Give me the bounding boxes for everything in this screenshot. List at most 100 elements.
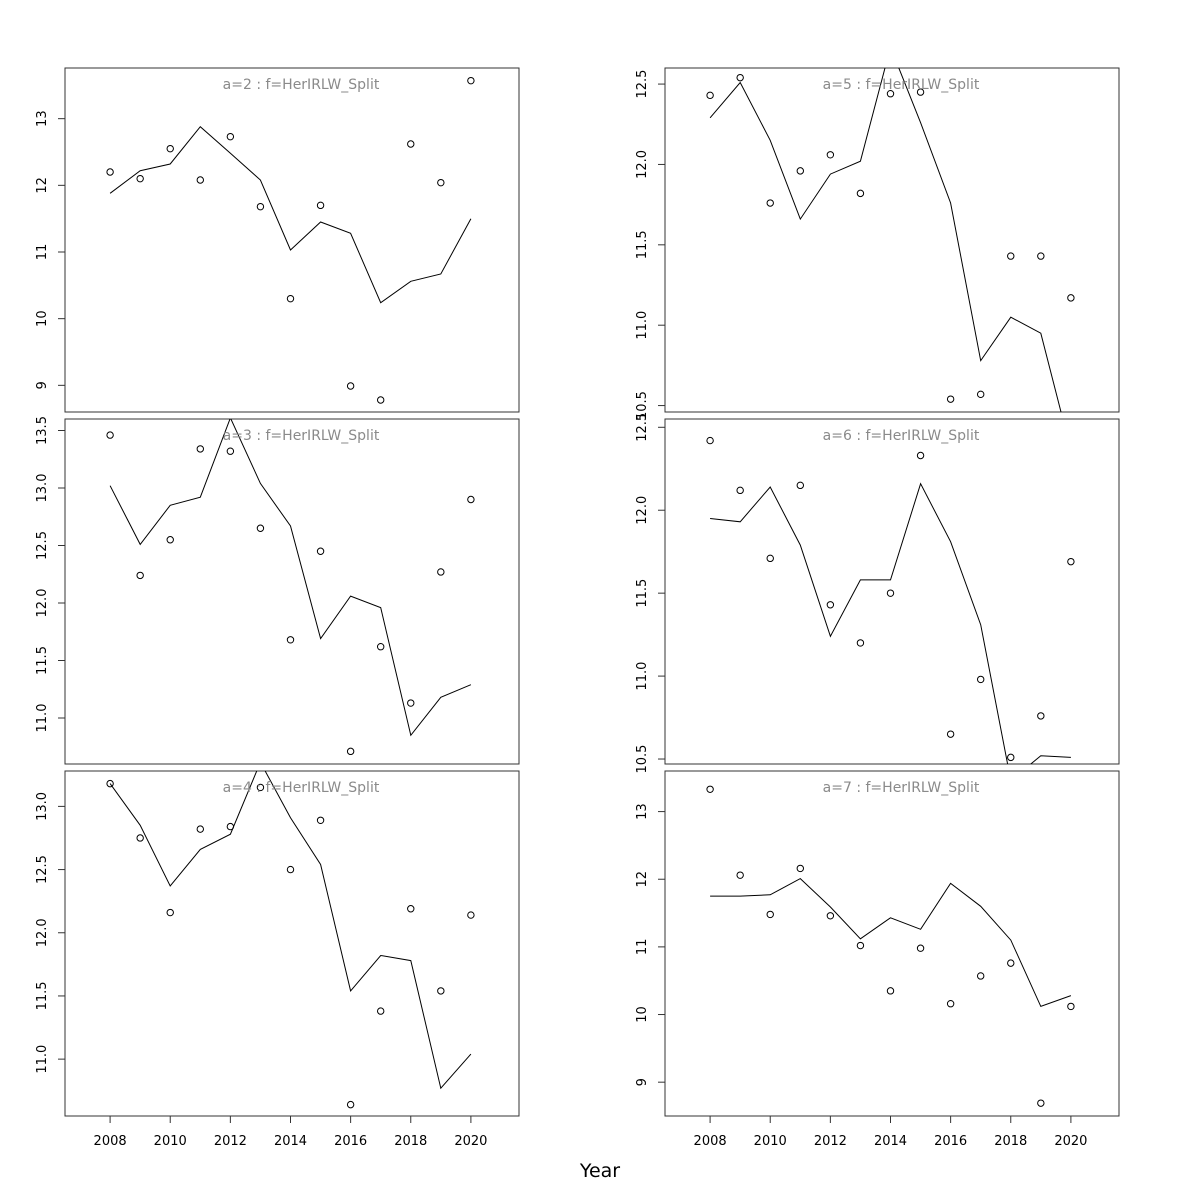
y-tick-label: 11.0 (635, 662, 650, 691)
x-tick-label: 2020 (1054, 1134, 1087, 1149)
observed-point (1037, 252, 1045, 260)
observed-point (376, 643, 385, 651)
observed-point (286, 294, 295, 303)
observed-point (886, 90, 895, 98)
observed-point (316, 816, 325, 824)
panel-2: 11.0 11.5 12.0 12.5 13.0 13.5 a=3 : f=HerIRLW_… (35, 416, 520, 765)
y-tick-label: 9 (35, 381, 50, 389)
x-tick-label: 2014 (874, 1134, 907, 1149)
plot-area (706, 785, 1075, 1107)
y-tick-label: 10.5 (635, 745, 650, 774)
observed-point (346, 1100, 355, 1109)
observed-point (976, 675, 985, 684)
observed-point (946, 1000, 955, 1008)
panel-title: a=2 : f=HerIRLW_Split (223, 77, 380, 93)
fitted-line (710, 877, 1072, 1008)
observed-point (407, 905, 415, 913)
observed-point (376, 396, 385, 404)
y-tick-label: 12.0 (635, 150, 650, 179)
x-tick-label: 2012 (814, 1134, 847, 1149)
observed-point (886, 589, 895, 597)
observed-point (166, 144, 174, 153)
y-tick-label: 11.5 (635, 230, 650, 259)
observed-point (407, 140, 415, 148)
panel-title: a=3 : f=HerIRLW_Split (223, 428, 380, 444)
observed-point (407, 699, 415, 707)
observed-point (196, 445, 204, 453)
panel-title: a=7 : f=HerIRLW_Split (823, 780, 980, 796)
x-tick-label: 2010 (754, 1134, 787, 1149)
observed-point (796, 481, 804, 490)
observed-point (106, 431, 114, 439)
observed-point (1037, 712, 1045, 720)
observed-point (256, 524, 265, 532)
observed-point (826, 601, 835, 609)
panel-4: 10.5 11.0 11.5 12.0 12.5 a=5 : f=HerIRLW_Spli… (635, 67, 1120, 420)
plot-area (106, 419, 475, 756)
x-tick-label: 2008 (694, 1134, 727, 1149)
y-tick-label: 12 (35, 177, 50, 194)
observed-point (196, 176, 204, 184)
observed-point (166, 536, 174, 544)
observed-point (1007, 252, 1015, 260)
plot-frame (64, 67, 520, 413)
y-tick-label: 12 (635, 871, 650, 888)
observed-point (856, 941, 865, 950)
panel-5: 10.5 11.0 11.5 12.0 12.5 a=6 : f=HerIRLW_Spli… (635, 413, 1120, 774)
observed-point (166, 908, 174, 917)
observed-point (1037, 1099, 1045, 1107)
observed-point (226, 447, 235, 455)
panel-3: 11.0 11.5 12.0 12.5 13.0 2008 2010 2012 2014 2016… (35, 770, 520, 1149)
y-tick-label: 11 (635, 939, 650, 956)
plot-frame (664, 67, 1120, 413)
observed-point (946, 730, 955, 738)
x-tick-label: 2016 (334, 1134, 367, 1149)
observed-point (256, 202, 265, 211)
y-tick-label: 11.0 (35, 1045, 50, 1074)
y-tick-label: 12.0 (35, 589, 50, 618)
observed-point (766, 910, 774, 919)
observed-point (1067, 1002, 1075, 1011)
y-tick-label: 11.5 (635, 579, 650, 608)
observed-point (916, 944, 925, 952)
observed-point (136, 571, 144, 580)
y-tick-label: 12.5 (635, 413, 650, 442)
panel-title: a=5 : f=HerIRLW_Split (823, 77, 980, 93)
observed-point (437, 987, 445, 995)
fitted-line (710, 482, 1071, 764)
observed-point (316, 201, 325, 210)
panel-title: a=6 : f=HerIRLW_Split (823, 428, 980, 444)
observed-point (1007, 959, 1015, 967)
y-tick-label: 11.0 (35, 704, 50, 733)
observed-point (736, 871, 744, 879)
observed-point (706, 436, 714, 445)
y-tick-label: 12.5 (35, 855, 50, 884)
x-tick-label: 2018 (394, 1134, 427, 1149)
y-tick-label: 11.5 (35, 981, 50, 1010)
x-axis-title: Year (579, 1160, 621, 1182)
x-tick-label: 2010 (154, 1134, 187, 1149)
observed-point (856, 189, 865, 198)
observed-point (916, 88, 925, 96)
observed-point (826, 912, 835, 920)
plot-frame (664, 418, 1120, 765)
x-tick-label: 2018 (994, 1134, 1027, 1149)
y-tick-label: 13 (635, 803, 650, 820)
observed-point (437, 568, 445, 576)
fitted-line (109, 419, 472, 737)
observed-point (286, 636, 295, 644)
observed-point (136, 834, 144, 842)
y-tick-label: 13.0 (35, 474, 50, 503)
y-tick-label: 12.5 (635, 70, 650, 99)
y-tick-label: 13.5 (35, 416, 50, 445)
observed-point (766, 199, 774, 207)
plot-area (106, 76, 475, 404)
y-tick-label: 10 (35, 310, 50, 327)
observed-point (136, 174, 144, 183)
x-tick-label: 2008 (94, 1134, 127, 1149)
observed-point (976, 390, 985, 399)
observed-point (1067, 294, 1075, 302)
observed-point (796, 864, 804, 873)
y-tick-label: 11.5 (35, 646, 50, 675)
observed-point (316, 547, 325, 555)
